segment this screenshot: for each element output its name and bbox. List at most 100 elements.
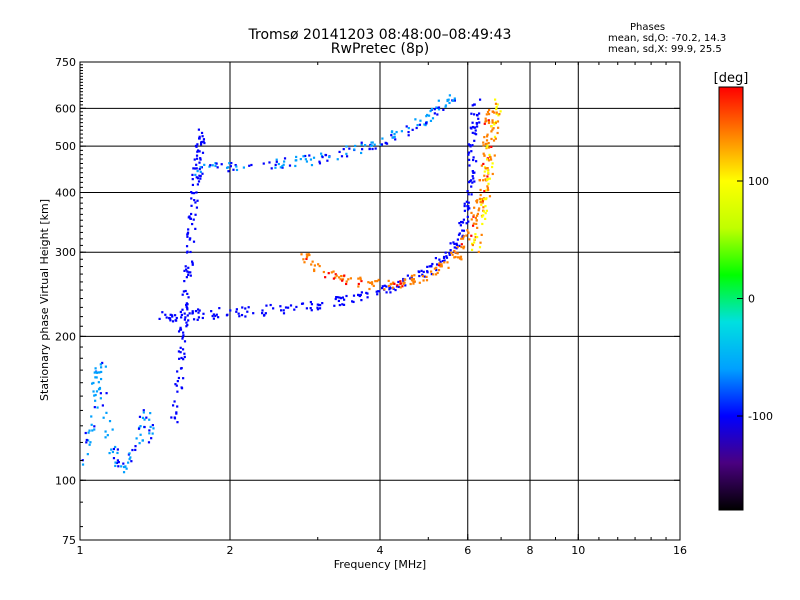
data-point (476, 212, 480, 216)
data-point (320, 152, 323, 155)
data-point (235, 168, 239, 172)
data-point (310, 263, 313, 266)
data-point (181, 348, 185, 351)
data-point (197, 316, 201, 319)
data-point (471, 121, 474, 124)
data-point (437, 268, 441, 272)
data-point (281, 165, 284, 168)
data-point (468, 164, 471, 167)
data-point (487, 182, 490, 185)
data-point (328, 155, 331, 159)
data-point (141, 439, 144, 442)
data-point (174, 314, 177, 317)
data-point (281, 166, 284, 169)
data-point (198, 309, 201, 312)
data-point (437, 106, 441, 109)
data-point (88, 443, 91, 446)
data-point (439, 264, 442, 267)
data-point (430, 265, 433, 268)
data-point (84, 431, 87, 435)
data-point (295, 159, 298, 162)
data-point (302, 155, 305, 158)
data-point (196, 183, 199, 186)
data-point (490, 130, 493, 133)
data-point (186, 231, 190, 234)
data-point (97, 371, 100, 374)
data-point (195, 167, 198, 170)
data-point (104, 430, 107, 433)
data-point (444, 251, 447, 254)
data-point (171, 320, 175, 323)
data-point (196, 308, 200, 311)
data-point (182, 334, 185, 337)
data-point (458, 257, 462, 260)
colorbar-label: [deg] (714, 71, 749, 86)
data-point (485, 142, 488, 145)
x-tick-label: 2 (227, 544, 234, 557)
data-point (191, 191, 194, 195)
data-point (447, 266, 450, 269)
data-point (282, 309, 285, 312)
data-point (89, 441, 92, 444)
data-point (486, 167, 489, 170)
data-point (360, 279, 363, 283)
data-point (449, 249, 452, 252)
data-point (199, 143, 203, 146)
data-point (111, 428, 114, 431)
data-point (410, 277, 413, 280)
data-point (174, 319, 177, 322)
data-point (341, 303, 344, 306)
data-point (448, 94, 451, 97)
data-point (309, 307, 312, 310)
data-point (496, 120, 500, 123)
data-point (418, 270, 421, 274)
data-point (400, 130, 404, 133)
data-point (379, 143, 382, 146)
data-point (405, 125, 408, 128)
y-tick-label: 200 (55, 330, 76, 343)
data-point (473, 139, 476, 142)
data-point (491, 162, 494, 165)
data-point (495, 106, 498, 109)
data-point (422, 279, 425, 282)
data-point (210, 310, 213, 313)
data-point (439, 260, 442, 263)
data-point (460, 258, 463, 261)
data-point (479, 193, 482, 197)
data-point (152, 427, 155, 430)
data-point (186, 292, 189, 295)
data-point (90, 423, 93, 426)
data-point (345, 145, 348, 148)
data-point (367, 281, 370, 284)
data-point (357, 277, 360, 280)
data-point (498, 112, 501, 116)
data-point (413, 280, 416, 283)
data-point (165, 316, 168, 319)
data-point (435, 266, 438, 269)
data-point (496, 103, 499, 106)
data-point (450, 251, 453, 254)
data-point (469, 145, 472, 148)
data-point (324, 153, 328, 157)
data-point (482, 162, 485, 166)
data-point (185, 245, 189, 248)
data-point (304, 154, 307, 158)
x-axis: 1 2 4 6 8 10 16 (77, 62, 687, 557)
data-point (88, 429, 91, 432)
data-point (456, 238, 459, 241)
x-tick-label: 6 (464, 544, 471, 557)
data-point (148, 429, 151, 432)
data-point (303, 261, 306, 264)
data-point (199, 170, 202, 173)
data-point (87, 439, 90, 442)
data-point (170, 416, 173, 419)
data-point (235, 165, 238, 168)
data-point (238, 315, 241, 318)
data-point (484, 205, 487, 208)
data-point (462, 245, 466, 248)
data-point (366, 292, 369, 295)
data-point (441, 259, 444, 263)
data-point (264, 312, 267, 315)
data-point (193, 199, 196, 202)
data-point (184, 289, 187, 293)
